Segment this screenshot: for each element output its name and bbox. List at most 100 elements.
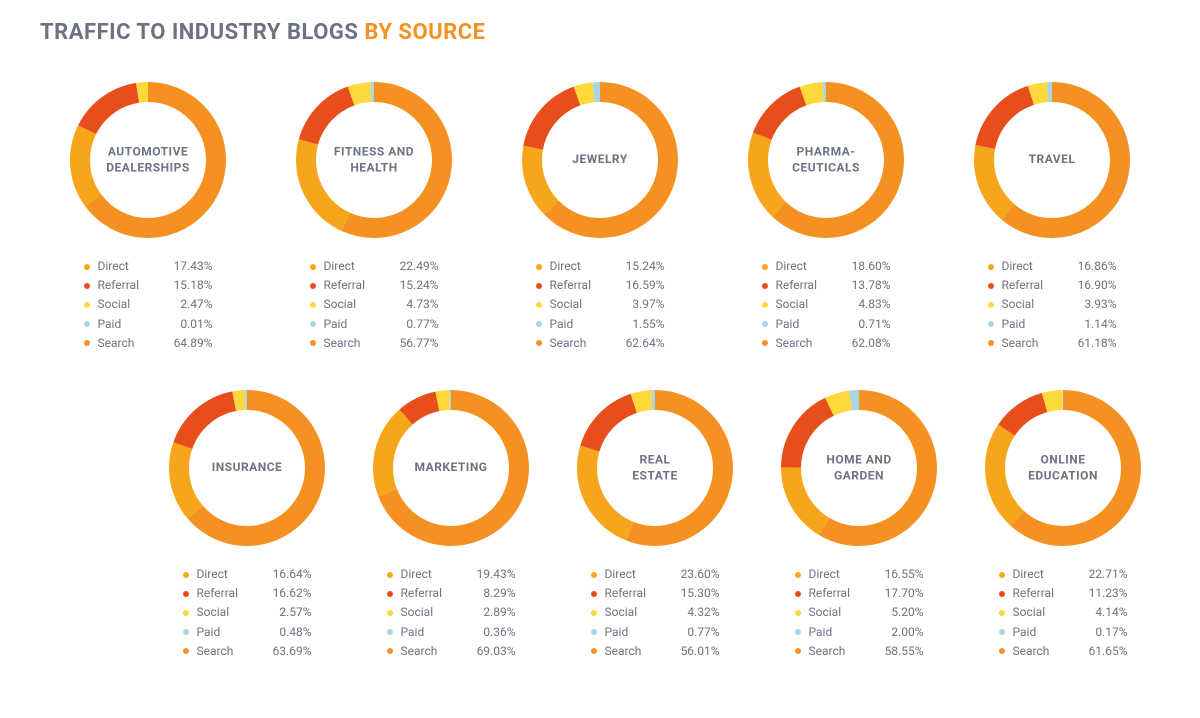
- legend-bullet-paid: [999, 629, 1005, 635]
- legend-row-social: Social 4.32%: [591, 603, 720, 622]
- legend-row-search: Search 61.18%: [988, 334, 1117, 353]
- legend-label: Referral: [401, 584, 461, 603]
- legend-row-paid: Paid 0.01%: [84, 315, 213, 334]
- legend-row-social: Social 3.93%: [988, 295, 1117, 314]
- legend-value: 15.18%: [158, 276, 213, 295]
- legend-value: 1.14%: [1062, 315, 1117, 334]
- legend-label: Social: [809, 603, 869, 622]
- legend-bullet-direct: [310, 264, 316, 270]
- legend-row-search: Search 64.89%: [84, 334, 213, 353]
- legend-value: 19.43%: [461, 565, 516, 584]
- legend-label: Social: [550, 295, 610, 314]
- legend-bullet-referral: [591, 591, 597, 597]
- legend-bullet-social: [183, 610, 189, 616]
- legend-label: Social: [776, 295, 836, 314]
- industry-card: JEWELRY Direct 15.24% Referral 16.59% So…: [492, 75, 708, 353]
- legend-label: Direct: [809, 565, 869, 584]
- page-title: TRAFFIC TO INDUSTRY BLOGS BY SOURCE: [40, 20, 1160, 45]
- legend-value: 0.71%: [836, 315, 891, 334]
- legend-row-referral: Referral 11.23%: [999, 584, 1128, 603]
- legend-value: 61.18%: [1062, 334, 1117, 353]
- legend-row-direct: Direct 16.64%: [183, 565, 312, 584]
- legend-value: 0.77%: [384, 315, 439, 334]
- donut-chart: INSURANCE: [162, 383, 332, 553]
- legend-label: Direct: [550, 257, 610, 276]
- donut-chart: ONLINEEDUCATION: [978, 383, 1148, 553]
- legend-bullet-direct: [84, 264, 90, 270]
- legend-bullet-direct: [999, 572, 1005, 578]
- legend-row-referral: Referral 15.30%: [591, 584, 720, 603]
- legend-value: 0.17%: [1073, 623, 1128, 642]
- donut-center-label: PHARMA-CEUTICALS: [771, 144, 881, 175]
- donut-center-label: INSURANCE: [192, 460, 302, 476]
- legend-bullet-referral: [84, 283, 90, 289]
- legend-label: Paid: [197, 623, 257, 642]
- donut-center-label: ONLINEEDUCATION: [1008, 452, 1118, 483]
- legend-bullet-direct: [387, 572, 393, 578]
- legend-bullet-paid: [762, 321, 768, 327]
- legend-value: 2.47%: [158, 295, 213, 314]
- legend-value: 69.03%: [461, 642, 516, 661]
- legend-label: Referral: [1002, 276, 1062, 295]
- legend-row-search: Search 58.55%: [795, 642, 924, 661]
- legend-value: 2.00%: [869, 623, 924, 642]
- legend-value: 1.55%: [610, 315, 665, 334]
- legend-bullet-paid: [988, 321, 994, 327]
- legend-bullet-search: [762, 340, 768, 346]
- industry-card: PHARMA-CEUTICALS Direct 18.60% Referral …: [718, 75, 934, 353]
- legend-row-social: Social 2.47%: [84, 295, 213, 314]
- legend-bullet-social: [762, 302, 768, 308]
- legend-bullet-direct: [795, 572, 801, 578]
- legend-row-direct: Direct 23.60%: [591, 565, 720, 584]
- legend-label: Search: [197, 642, 257, 661]
- legend-label: Referral: [550, 276, 610, 295]
- legend-value: 58.55%: [869, 642, 924, 661]
- legend-label: Search: [776, 334, 836, 353]
- legend-label: Paid: [809, 623, 869, 642]
- legend-label: Direct: [324, 257, 384, 276]
- legend-value: 23.60%: [665, 565, 720, 584]
- donut-center-label: FITNESS ANDHEALTH: [319, 144, 429, 175]
- legend-label: Direct: [776, 257, 836, 276]
- donut-chart: AUTOMOTIVEDEALERSHIPS: [63, 75, 233, 245]
- legend-row-social: Social 2.57%: [183, 603, 312, 622]
- legend-label: Paid: [550, 315, 610, 334]
- legend-label: Referral: [1013, 584, 1073, 603]
- legend-value: 16.64%: [257, 565, 312, 584]
- legend-row-direct: Direct 16.55%: [795, 565, 924, 584]
- legend-row-referral: Referral 15.24%: [310, 276, 439, 295]
- legend-row-referral: Referral 16.59%: [536, 276, 665, 295]
- donut-center-label: REALESTATE: [600, 452, 710, 483]
- industry-card: TRAVEL Direct 16.86% Referral 16.90% Soc…: [944, 75, 1160, 353]
- legend-bullet-search: [999, 648, 1005, 654]
- legend-label: Direct: [98, 257, 158, 276]
- legend-row-search: Search 62.08%: [762, 334, 891, 353]
- legend-label: Paid: [1002, 315, 1062, 334]
- legend-label: Referral: [98, 276, 158, 295]
- donut-chart: FITNESS ANDHEALTH: [289, 75, 459, 245]
- legend-bullet-search: [310, 340, 316, 346]
- legend-bullet-social: [84, 302, 90, 308]
- legend-label: Search: [550, 334, 610, 353]
- charts-grid: AUTOMOTIVEDEALERSHIPS Direct 17.43% Refe…: [40, 75, 1160, 661]
- legend-bullet-social: [999, 610, 1005, 616]
- legend-bullet-social: [387, 610, 393, 616]
- legend-row-social: Social 4.83%: [762, 295, 891, 314]
- legend-label: Direct: [197, 565, 257, 584]
- legend-bullet-referral: [387, 591, 393, 597]
- title-part-1: TRAFFIC TO INDUSTRY BLOGS: [40, 20, 364, 45]
- legend-value: 11.23%: [1073, 584, 1128, 603]
- legend-row-direct: Direct 18.60%: [762, 257, 891, 276]
- legend-row-paid: Paid 0.48%: [183, 623, 312, 642]
- legend-label: Search: [1013, 642, 1073, 661]
- legend-bullet-referral: [988, 283, 994, 289]
- legend-row-social: Social 5.20%: [795, 603, 924, 622]
- legend-label: Search: [809, 642, 869, 661]
- legend-value: 16.90%: [1062, 276, 1117, 295]
- legend-bullet-referral: [999, 591, 1005, 597]
- industry-card: INSURANCE Direct 16.64% Referral 16.62% …: [150, 383, 344, 661]
- legend-value: 0.01%: [158, 315, 213, 334]
- legend-value: 61.65%: [1073, 642, 1128, 661]
- legend-value: 17.43%: [158, 257, 213, 276]
- donut-chart: MARKETING: [366, 383, 536, 553]
